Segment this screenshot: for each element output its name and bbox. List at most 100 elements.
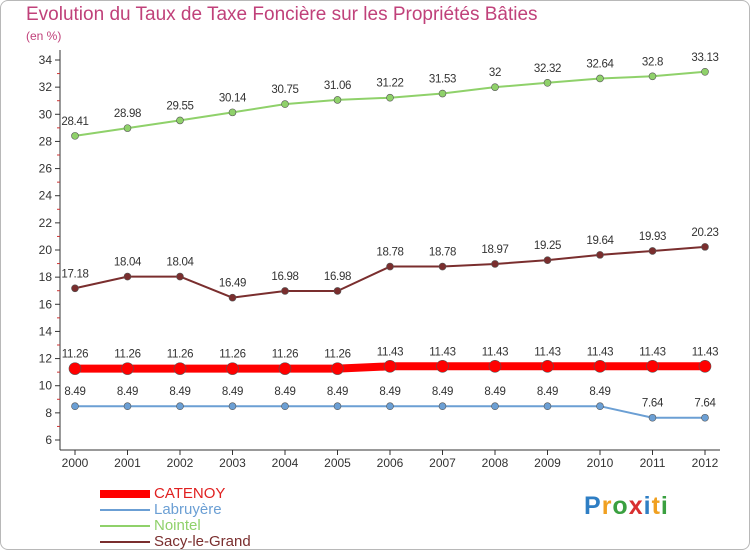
data-label-catenoy: 11.26 <box>167 349 193 361</box>
data-point-sacy-le-grand <box>701 243 709 251</box>
y-tick-label: 14 <box>39 324 53 338</box>
data-label-labruyere: 8.49 <box>589 386 610 398</box>
data-label-nointel: 33.13 <box>691 52 718 64</box>
data-point-sacy-le-grand <box>596 251 604 259</box>
data-point-nointel <box>176 116 184 125</box>
x-tick-label: 2000 <box>62 456 89 470</box>
x-tick-label: 2007 <box>429 456 456 470</box>
data-point-sacy-le-grand <box>281 287 289 295</box>
y-tick-label: 6 <box>45 433 52 447</box>
legend-swatch <box>100 541 150 543</box>
data-label-nointel: 32.64 <box>586 58 614 70</box>
data-point-labruyere <box>701 413 709 422</box>
data-label-sacy-le-grand: 19.64 <box>586 235 614 247</box>
data-label-labruyere: 8.49 <box>537 386 558 398</box>
data-point-catenoy <box>68 362 82 375</box>
data-label-labruyere: 8.49 <box>379 386 400 398</box>
data-label-nointel: 28.41 <box>61 116 88 128</box>
y-tick-label: 12 <box>39 352 53 366</box>
data-label-sacy-le-grand: 16.49 <box>219 278 246 290</box>
x-tick-label: 2004 <box>272 456 299 470</box>
legend-swatch <box>100 509 150 511</box>
y-tick-label: 24 <box>39 189 53 203</box>
data-point-labruyere <box>228 402 237 411</box>
data-label-nointel: 29.55 <box>166 100 193 112</box>
data-point-catenoy <box>488 360 502 373</box>
data-label-catenoy: 11.43 <box>639 346 665 358</box>
data-point-sacy-le-grand <box>491 260 499 268</box>
data-point-labruyere <box>648 413 657 422</box>
data-label-catenoy: 11.26 <box>324 349 350 361</box>
data-label-nointel: 31.53 <box>429 74 456 86</box>
data-label-catenoy: 11.43 <box>587 346 613 358</box>
data-label-labruyere: 7.64 <box>642 398 664 410</box>
data-label-sacy-le-grand: 18.04 <box>166 257 194 269</box>
data-label-labruyere: 8.49 <box>484 386 505 398</box>
x-tick-label: 2010 <box>587 456 614 470</box>
data-point-catenoy <box>593 360 607 373</box>
data-point-sacy-le-grand <box>543 256 552 264</box>
data-label-labruyere: 8.49 <box>169 386 190 398</box>
data-label-sacy-le-grand: 17.18 <box>61 268 88 280</box>
data-point-nointel <box>491 83 499 91</box>
data-label-labruyere: 8.49 <box>222 386 243 398</box>
data-point-sacy-le-grand <box>438 262 447 271</box>
x-tick-label: 2005 <box>324 456 351 470</box>
data-label-sacy-le-grand: 18.97 <box>481 244 508 256</box>
data-point-nointel <box>648 72 657 81</box>
data-point-catenoy <box>383 360 397 373</box>
y-tick-label: 28 <box>39 134 53 148</box>
data-point-nointel <box>543 79 552 87</box>
data-point-labruyere <box>333 402 342 411</box>
data-point-sacy-le-grand <box>333 287 342 295</box>
data-point-labruyere <box>596 402 604 411</box>
chart-subtitle: (en %) <box>26 29 62 43</box>
data-label-sacy-le-grand: 16.98 <box>271 271 298 283</box>
data-label-catenoy: 11.43 <box>692 346 718 358</box>
data-label-labruyere: 8.49 <box>117 386 138 398</box>
x-tick-label: 2011 <box>640 456 666 470</box>
data-label-nointel: 32.32 <box>534 63 561 75</box>
data-point-nointel <box>386 93 394 102</box>
legend-label: Nointel <box>154 517 201 534</box>
data-label-labruyere: 7.64 <box>694 398 716 410</box>
data-point-nointel <box>228 108 237 117</box>
data-label-labruyere: 8.49 <box>432 386 453 398</box>
data-label-nointel: 31.22 <box>376 78 403 90</box>
y-tick-label: 22 <box>39 216 53 230</box>
data-point-nointel <box>71 132 79 140</box>
data-point-labruyere <box>176 402 184 411</box>
data-label-catenoy: 11.43 <box>482 346 508 358</box>
data-label-labruyere: 8.49 <box>274 386 295 398</box>
data-label-labruyere: 8.49 <box>327 386 348 398</box>
data-point-nointel <box>333 96 342 104</box>
y-tick-label: 8 <box>45 406 52 420</box>
data-label-sacy-le-grand: 18.04 <box>114 257 142 269</box>
data-point-catenoy <box>646 360 659 373</box>
data-point-nointel <box>596 74 604 83</box>
data-point-nointel <box>123 124 132 132</box>
data-point-sacy-le-grand <box>176 272 184 281</box>
data-point-catenoy <box>278 362 292 375</box>
proxiti-logo: Proxiti <box>584 492 669 520</box>
data-label-nointel: 32 <box>489 67 501 79</box>
x-tick-label: 2009 <box>534 456 561 470</box>
x-tick-label: 2001 <box>114 456 141 470</box>
data-point-nointel <box>438 89 447 98</box>
legend-swatch <box>100 525 150 527</box>
data-point-catenoy <box>436 360 449 373</box>
data-point-catenoy <box>698 360 712 373</box>
data-point-labruyere <box>438 402 447 411</box>
data-point-labruyere <box>491 402 499 411</box>
data-point-catenoy <box>121 362 134 375</box>
x-tick-label: 2012 <box>692 456 719 470</box>
data-label-nointel: 28.98 <box>114 108 141 120</box>
data-point-sacy-le-grand <box>123 272 132 281</box>
legend-label: Labruyère <box>154 501 222 518</box>
y-tick-label: 26 <box>39 162 53 176</box>
data-label-labruyere: 8.49 <box>64 386 85 398</box>
data-point-catenoy <box>541 360 554 373</box>
data-label-catenoy: 11.26 <box>114 349 140 361</box>
x-tick-label: 2006 <box>377 456 404 470</box>
